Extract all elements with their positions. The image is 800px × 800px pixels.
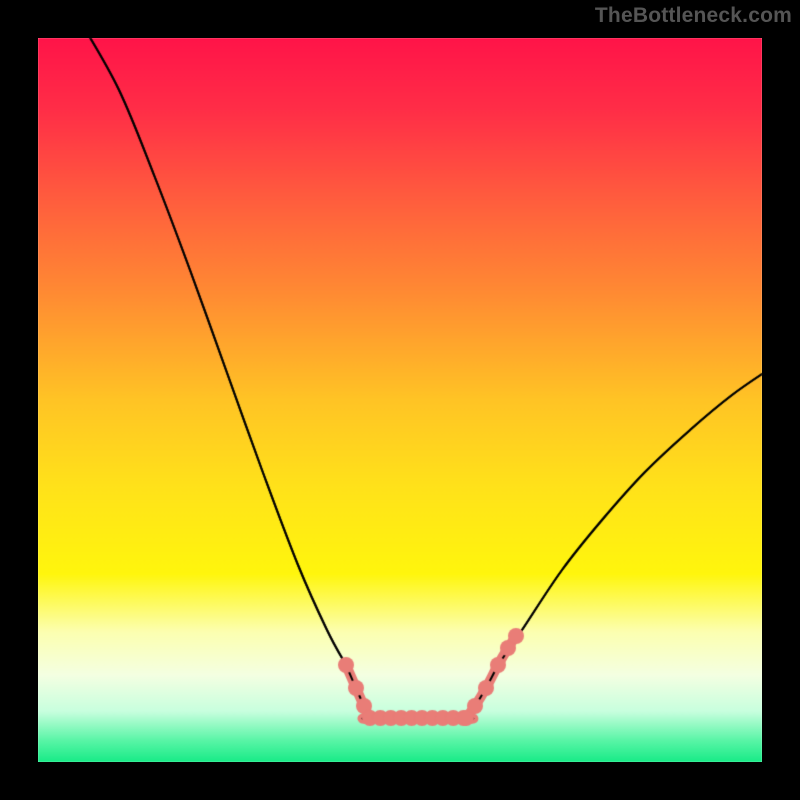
chart-stage: TheBottleneck.com [0,0,800,800]
gradient-background [0,0,800,800]
watermark-text: TheBottleneck.com [595,4,792,28]
